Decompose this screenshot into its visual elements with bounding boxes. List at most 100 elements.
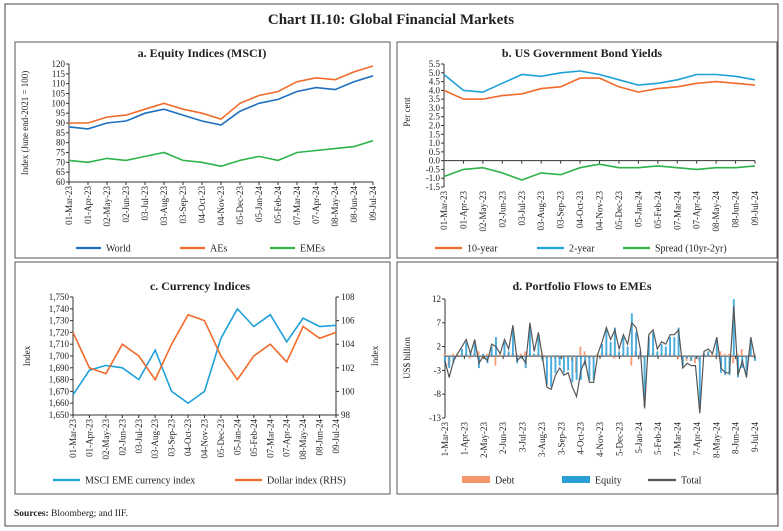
y-tick-label: 2.5 bbox=[429, 112, 441, 122]
x-tick-label: 02-Jun-23 bbox=[497, 191, 507, 228]
bar-equity bbox=[579, 356, 582, 380]
bar-equity bbox=[592, 356, 595, 380]
bar-equity bbox=[558, 356, 561, 366]
series-line-total bbox=[444, 306, 756, 414]
bar-debt bbox=[694, 356, 696, 364]
y-tick-label: 1,750 bbox=[49, 292, 70, 302]
y-axis-label: Per cent bbox=[402, 97, 412, 127]
panel-frame bbox=[396, 261, 778, 495]
series-line-aes bbox=[69, 65, 374, 124]
x-tick-label: 04-Nov-23 bbox=[595, 191, 605, 231]
x-tick-label: 3-Jul-23 bbox=[518, 422, 528, 452]
x-tick-label: 02-May-23 bbox=[478, 191, 488, 232]
panel-title: d. Portfolio Flows to EMEs bbox=[513, 279, 652, 293]
x-tick-label: 05-Dec-23 bbox=[216, 419, 226, 458]
legend-label: MSCI EME currency index bbox=[85, 476, 195, 487]
panel-c: c. Currency IndicesIndex1,6501,6601,6701… bbox=[14, 261, 391, 495]
bar-equity bbox=[630, 313, 633, 357]
x-tick-label: 01-Apr-23 bbox=[84, 419, 94, 457]
y-tick-label: 5.5 bbox=[429, 59, 441, 69]
bar-debt bbox=[498, 353, 501, 357]
sources-note: Sources: Bloomberg; and IIF. bbox=[14, 509, 128, 519]
x-tick-label: 02-May-23 bbox=[102, 186, 112, 227]
x-tick-label: 05-Feb-24 bbox=[273, 186, 283, 224]
x-tick-label: 07-Mar-24 bbox=[292, 186, 302, 225]
x-tick-label: 08-May-24 bbox=[711, 191, 721, 232]
legend-swatch bbox=[462, 476, 490, 483]
y-tick-label: 2.0 bbox=[429, 121, 441, 131]
bar-equity bbox=[677, 327, 680, 357]
x-tick-label: 9-Jul-24 bbox=[750, 422, 760, 452]
x-tick-label: 01-Mar-23 bbox=[64, 186, 74, 225]
panel-b: b. US Government Bond Yields Per cent -1.5… bbox=[396, 41, 778, 259]
x-tick-label: 04-Oct-23 bbox=[183, 419, 193, 456]
legend-label: Total bbox=[681, 476, 702, 487]
x-tick-label: 8-Jun-24 bbox=[731, 422, 741, 454]
bar-equity bbox=[448, 356, 451, 369]
x-tick-label: 07-Apr-24 bbox=[692, 191, 702, 229]
bar-equity bbox=[482, 353, 485, 357]
x-tick-label: 05-Jan-24 bbox=[254, 186, 264, 222]
bar-equity bbox=[690, 356, 693, 361]
x-tick-label: 04-Nov-23 bbox=[216, 186, 226, 226]
bar-equity bbox=[732, 299, 735, 357]
bar-debt bbox=[579, 346, 582, 357]
y-axis-label: US$ billion bbox=[402, 337, 412, 379]
bar-debt bbox=[723, 353, 726, 357]
x-tick-label: 02-May-23 bbox=[101, 419, 111, 460]
bar-debt bbox=[583, 351, 586, 357]
legend-swatch bbox=[562, 476, 590, 483]
y-tick-label: 65 bbox=[56, 167, 66, 177]
x-tick-label: 03-Aug-23 bbox=[150, 419, 160, 459]
y-tick-label-right: 108 bbox=[341, 292, 355, 302]
bar-equity bbox=[588, 356, 591, 380]
bar-equity bbox=[694, 356, 697, 359]
y-tick-label: 1,720 bbox=[49, 327, 70, 337]
y-tick-label: 100 bbox=[52, 98, 66, 108]
sources-label: Sources: bbox=[14, 509, 49, 519]
y-tick-label: -13 bbox=[429, 413, 441, 423]
x-tick-label: 02-Jun-23 bbox=[121, 186, 131, 223]
y-tick-label: -1.0 bbox=[426, 173, 441, 183]
y-tick-label-right: 106 bbox=[341, 316, 355, 326]
y-tick-label: 115 bbox=[52, 69, 66, 79]
bar-equity bbox=[669, 337, 672, 357]
x-tick-label: 01-Mar-23 bbox=[439, 191, 449, 230]
series-line-10-year bbox=[443, 77, 756, 100]
x-tick-label: 08-Jun-24 bbox=[315, 419, 325, 456]
legend-label: 2-year bbox=[569, 244, 595, 255]
bar-debt bbox=[613, 356, 616, 359]
figure-title: Chart II.10: Global Financial Markets bbox=[268, 12, 514, 28]
x-tick-label: 07-Apr-24 bbox=[282, 419, 292, 457]
y-tick-label: 90 bbox=[56, 118, 66, 128]
bar-equity bbox=[635, 332, 638, 357]
x-tick-label: 03-Sep-23 bbox=[178, 186, 188, 224]
bar-debt bbox=[519, 353, 522, 357]
y-tick-label: 4.0 bbox=[429, 85, 441, 95]
x-tick-label: 05-Jan-24 bbox=[633, 191, 643, 227]
bar-equity bbox=[681, 356, 684, 366]
y-tick-label: 0.0 bbox=[429, 156, 441, 166]
x-tick-label: 03-Jul-23 bbox=[134, 419, 144, 454]
bar-debt bbox=[477, 351, 480, 357]
y-tick-label: 105 bbox=[52, 89, 66, 99]
x-tick-label: 01-Apr-23 bbox=[83, 186, 93, 224]
bar-debt bbox=[732, 356, 735, 364]
x-tick-label: 07-Apr-24 bbox=[311, 186, 321, 224]
legend-label: AEs bbox=[210, 244, 227, 255]
legend-label: EMEs bbox=[300, 244, 325, 255]
bar-equity bbox=[473, 341, 476, 357]
x-tick-label: 05-Dec-23 bbox=[614, 191, 624, 230]
x-tick-label: 1-Apr-23 bbox=[459, 422, 469, 456]
bar-debt bbox=[727, 353, 730, 357]
x-tick-label: 01-Mar-23 bbox=[68, 419, 78, 458]
y-tick-label: 3.5 bbox=[429, 94, 441, 104]
x-tick-label: 5-Jan-24 bbox=[634, 422, 644, 454]
y-tick-label: 80 bbox=[56, 138, 66, 148]
x-tick-label: 4-Oct-23 bbox=[576, 422, 586, 455]
bar-debt bbox=[719, 351, 722, 357]
legend-label: 10-year bbox=[467, 244, 498, 255]
bar-debt bbox=[443, 353, 446, 357]
bar-equity bbox=[461, 348, 463, 357]
